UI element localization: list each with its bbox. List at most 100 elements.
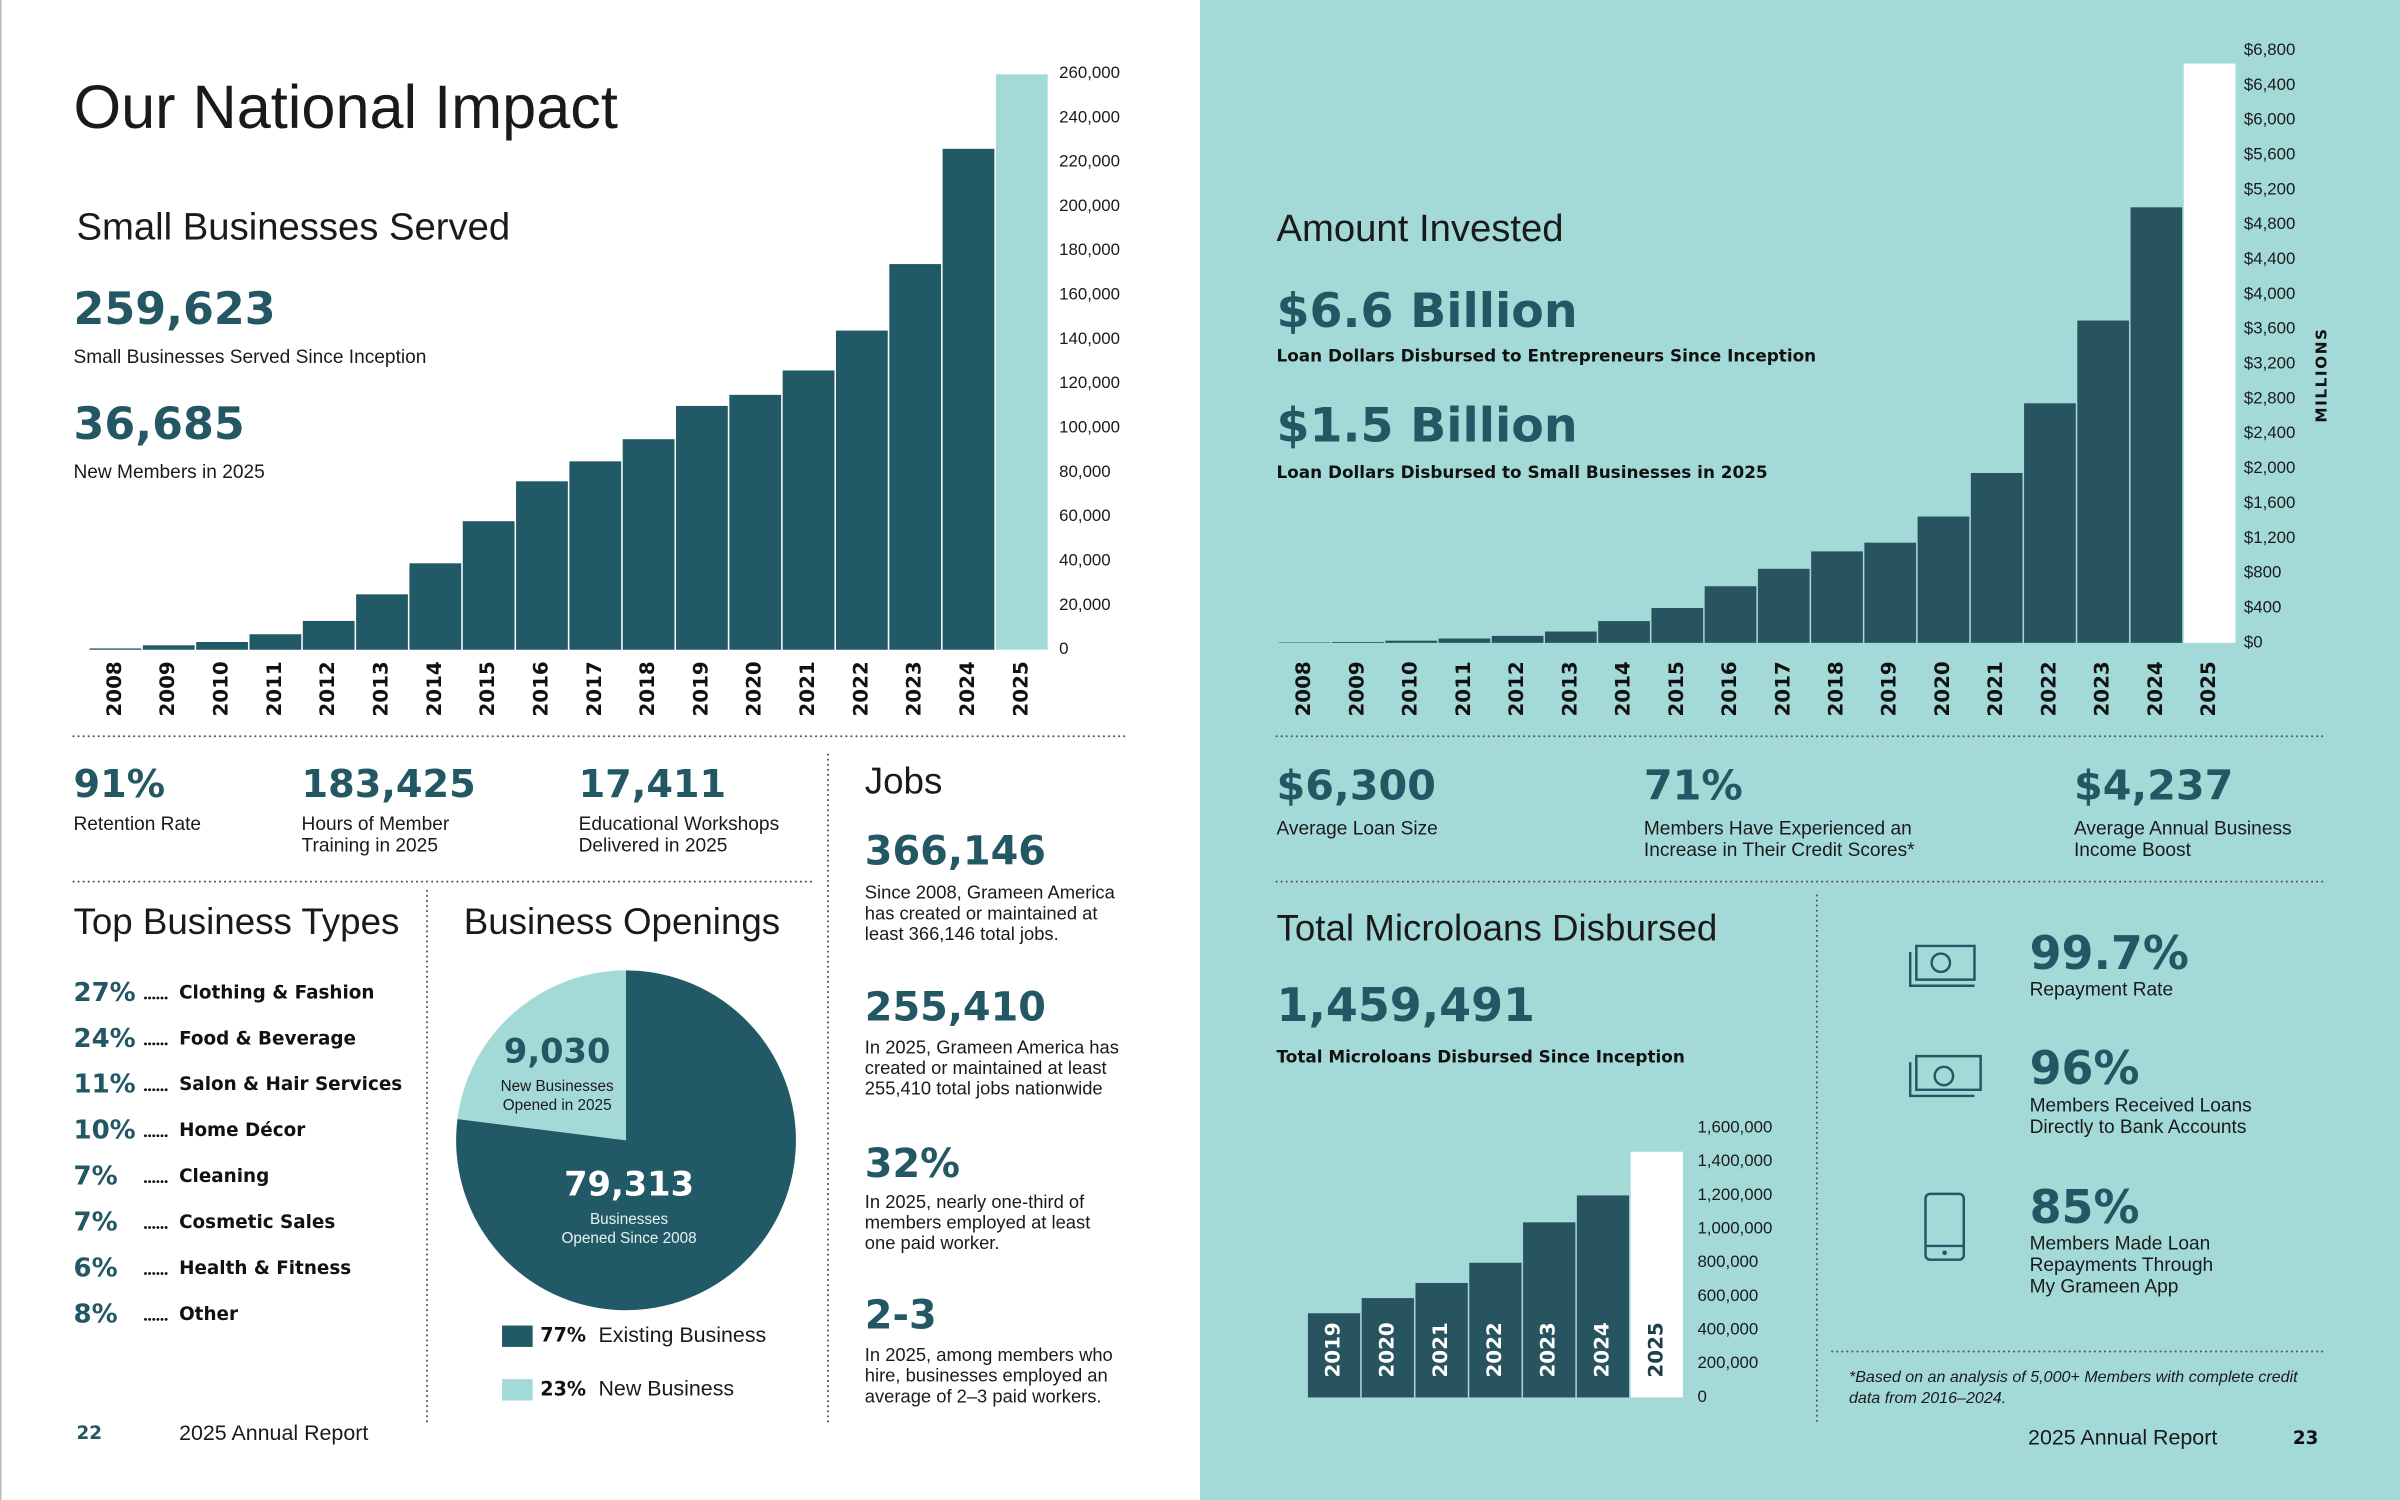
bar bbox=[1630, 1151, 1683, 1398]
bar bbox=[2077, 320, 2129, 643]
kpi-label: Repayments Through bbox=[2030, 1255, 2214, 1276]
page-number: 23 bbox=[2293, 1428, 2319, 1449]
y-tick-label: $0 bbox=[2244, 632, 2263, 651]
y-tick-label: 260,000 bbox=[1059, 63, 1120, 82]
bar bbox=[1811, 551, 1863, 643]
x-tick-label: 2011 bbox=[263, 661, 286, 716]
stat-value: 91% bbox=[73, 762, 165, 807]
phone-body bbox=[1924, 1192, 1965, 1261]
x-tick-label: 2009 bbox=[1345, 661, 1368, 716]
stat-label: Retention Rate bbox=[73, 814, 201, 835]
bar bbox=[1438, 638, 1491, 643]
y-tick-label: 200,000 bbox=[1697, 1353, 1758, 1372]
y-tick-label: 20,000 bbox=[1059, 595, 1110, 614]
jobs-text: In 2025, Grameen America has bbox=[865, 1036, 1119, 1057]
bar bbox=[1491, 635, 1544, 643]
bar bbox=[1385, 640, 1437, 643]
y-tick-label: 200,000 bbox=[1059, 196, 1120, 215]
big-number-label: Total Microloans Disbursed Since Incepti… bbox=[1277, 1047, 1685, 1067]
stat-label: Increase in Their Credit Scores* bbox=[1644, 840, 1915, 861]
x-tick-label: 2016 bbox=[529, 661, 552, 716]
jobs-text: one paid worker. bbox=[865, 1232, 1000, 1253]
x-tick-label: 2023 bbox=[2091, 661, 2114, 716]
x-tick-label: 2011 bbox=[1452, 661, 1475, 716]
section-title: Total Microloans Disbursed bbox=[1277, 907, 1718, 948]
type-name: Food & Beverage bbox=[179, 1028, 356, 1049]
type-percent: 7% bbox=[73, 1162, 117, 1192]
footnote: *Based on an analysis of 5,000+ Members … bbox=[1849, 1368, 2299, 1386]
bar bbox=[516, 481, 568, 650]
x-tick-label: 2020 bbox=[1931, 661, 1954, 716]
stat-label: Delivered in 2025 bbox=[579, 835, 728, 856]
stat-label: Hours of Member bbox=[302, 814, 450, 835]
bar bbox=[835, 330, 888, 650]
y-tick-label: $400 bbox=[2244, 597, 2281, 616]
footer-text: 2025 Annual Report bbox=[2028, 1425, 2217, 1449]
x-tick-label: 2022 bbox=[1483, 1322, 1506, 1377]
big-number: $6.6 Billion bbox=[1277, 284, 1578, 339]
jobs-value: 2-3 bbox=[865, 1292, 937, 1338]
big-number: $1.5 Billion bbox=[1277, 399, 1578, 454]
type-name: Clothing & Fashion bbox=[179, 982, 374, 1003]
stat-value: $6,300 bbox=[1277, 761, 1436, 809]
slice-value: 79,313 bbox=[564, 1165, 694, 1204]
y-tick-label: $2,000 bbox=[2244, 458, 2295, 477]
jobs-text: least 366,146 total jobs. bbox=[865, 923, 1059, 944]
y-tick-label: $3,200 bbox=[2244, 354, 2295, 373]
section-title: Business Openings bbox=[464, 901, 780, 942]
big-number: 36,685 bbox=[73, 399, 244, 450]
x-tick-label: 2020 bbox=[743, 661, 766, 716]
big-number-label: Loan Dollars Disbursed to Entrepreneurs … bbox=[1277, 346, 1817, 366]
x-tick-label: 2023 bbox=[903, 661, 926, 716]
y-tick-label: 240,000 bbox=[1059, 107, 1120, 126]
x-tick-label: 2025 bbox=[1009, 661, 1032, 716]
bar bbox=[1332, 641, 1384, 643]
page-title: Our National Impact bbox=[73, 73, 617, 141]
jobs-text: members employed at least bbox=[865, 1212, 1091, 1233]
y-tick-label: 120,000 bbox=[1059, 373, 1120, 392]
page-number: 22 bbox=[77, 1423, 103, 1444]
x-tick-label: 2012 bbox=[1505, 661, 1528, 716]
x-tick-label: 2015 bbox=[1665, 661, 1688, 716]
big-number: 259,623 bbox=[73, 284, 275, 335]
x-tick-label: 2017 bbox=[583, 661, 606, 716]
bar bbox=[1598, 621, 1650, 643]
type-percent: 10% bbox=[73, 1116, 135, 1146]
y-tick-label: $6,000 bbox=[2244, 110, 2295, 129]
stat-value: 17,411 bbox=[579, 762, 727, 807]
stat-label: Average Annual Business bbox=[2074, 819, 2292, 840]
bar bbox=[1757, 568, 1810, 643]
y-tick-label: $3,600 bbox=[2244, 319, 2295, 338]
type-name: Salon & Hair Services bbox=[179, 1074, 402, 1095]
kpi-value: 99.7% bbox=[2030, 926, 2189, 980]
y-tick-label: 100,000 bbox=[1059, 418, 1120, 437]
bar bbox=[1576, 1195, 1630, 1398]
big-number-label: New Members in 2025 bbox=[73, 462, 264, 483]
slice-value: 9,030 bbox=[504, 1032, 610, 1071]
x-tick-label: 2021 bbox=[796, 661, 819, 716]
y-tick-label: 60,000 bbox=[1059, 506, 1110, 525]
legend-swatch bbox=[502, 1325, 533, 1347]
y-tick-label: 1,200,000 bbox=[1697, 1185, 1772, 1204]
jobs-text: In 2025, among members who bbox=[865, 1344, 1113, 1365]
y-tick-label: 220,000 bbox=[1059, 152, 1120, 171]
y-tick-label: $4,800 bbox=[2244, 214, 2295, 233]
section-title: Amount Invested bbox=[1277, 207, 1564, 250]
stat-value: $4,237 bbox=[2074, 761, 2233, 809]
type-percent: 27% bbox=[73, 978, 135, 1008]
bar bbox=[1651, 608, 1704, 643]
y-tick-label: $6,400 bbox=[2244, 75, 2295, 94]
y-tick-label: 600,000 bbox=[1697, 1286, 1758, 1305]
bar bbox=[142, 645, 195, 650]
bar bbox=[1523, 1222, 1576, 1398]
slice-label: New Businesses bbox=[501, 1078, 614, 1095]
y-tick-label: 0 bbox=[1697, 1387, 1706, 1406]
x-tick-label: 2024 bbox=[956, 661, 979, 716]
bar bbox=[729, 394, 782, 650]
y-tick-label: 400,000 bbox=[1697, 1320, 1758, 1339]
type-percent: 8% bbox=[73, 1299, 117, 1329]
coin bbox=[1933, 1065, 1955, 1087]
bar bbox=[889, 264, 942, 650]
bar bbox=[356, 594, 408, 650]
bar bbox=[942, 148, 995, 650]
